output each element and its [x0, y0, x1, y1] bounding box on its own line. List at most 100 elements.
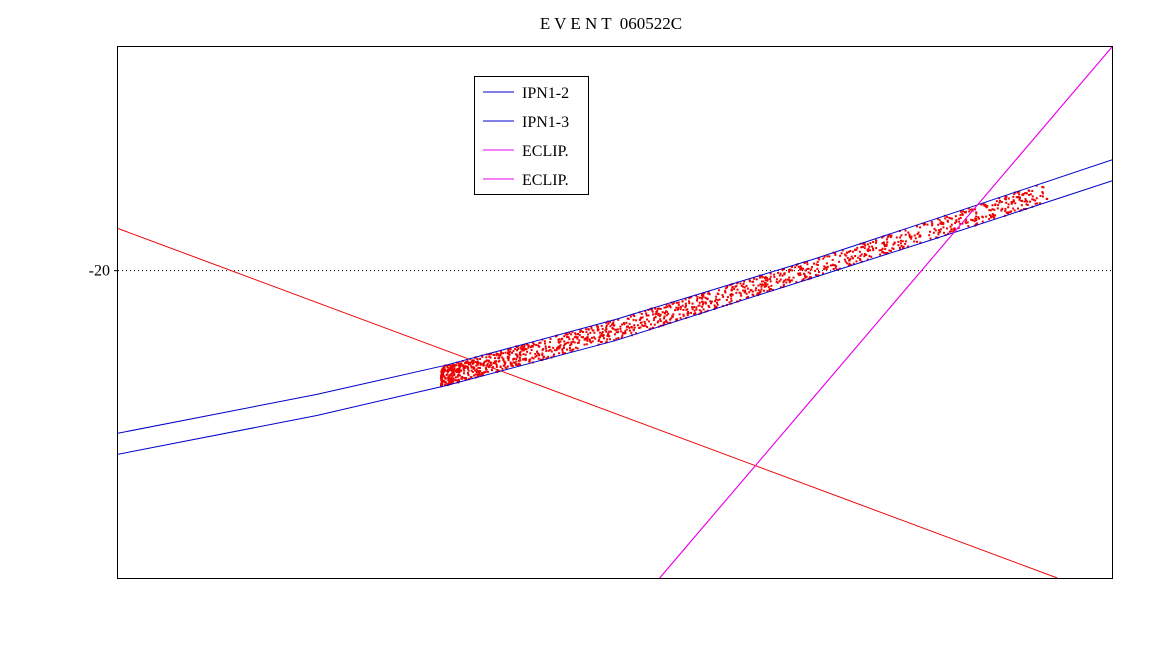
scatter-point — [500, 352, 503, 355]
scatter-point — [440, 369, 443, 372]
scatter-point — [961, 213, 964, 216]
scatter-point — [859, 259, 862, 262]
scatter-point — [492, 366, 495, 369]
scatter-point — [671, 302, 674, 305]
scatter-point — [508, 353, 511, 356]
scatter-point — [533, 343, 536, 346]
scatter-point — [665, 319, 668, 322]
scatter-point — [739, 298, 742, 301]
scatter-point — [744, 289, 747, 292]
scatter-point — [726, 286, 729, 289]
scatter-point — [937, 233, 940, 236]
scatter-point — [977, 216, 980, 219]
scatter-point — [815, 263, 818, 266]
scatter-point — [729, 293, 732, 296]
scatter-point — [440, 375, 443, 378]
scatter-point — [509, 362, 512, 365]
scatter-point — [543, 340, 546, 343]
scatter-point — [620, 330, 623, 333]
scatter-point — [1039, 202, 1042, 205]
scatter-point — [669, 306, 672, 309]
scatter-point — [783, 272, 786, 275]
scatter-point — [467, 367, 470, 370]
scatter-point — [760, 288, 763, 291]
scatter-point — [640, 312, 643, 315]
scatter-point — [557, 345, 560, 348]
scatter-point — [606, 334, 609, 337]
scatter-point — [450, 373, 453, 376]
scatter-point — [841, 249, 844, 252]
scatter-point — [486, 362, 489, 365]
scatter-point — [653, 323, 656, 326]
scatter-point — [476, 357, 479, 360]
scatter-point — [991, 212, 994, 215]
scatter-point — [456, 370, 459, 373]
scatter-point — [586, 339, 589, 342]
scatter-point — [499, 350, 502, 353]
scatter-point — [762, 280, 765, 283]
scatter-point — [978, 217, 981, 220]
scatter-point — [810, 266, 813, 269]
scatter-point — [550, 350, 553, 353]
scatter-point — [838, 267, 841, 270]
scatter-point — [682, 314, 685, 317]
scatter-point — [872, 249, 875, 252]
scatter-point — [465, 365, 468, 368]
scatter-point — [458, 366, 461, 369]
scatter-point — [512, 350, 515, 353]
scatter-point — [590, 341, 593, 344]
scatter-point — [509, 350, 512, 353]
scatter-point — [846, 262, 849, 265]
scatter-point — [769, 272, 772, 275]
scatter-point — [495, 363, 498, 366]
scatter-point — [655, 311, 658, 314]
scatter-point — [615, 331, 618, 334]
scatter-point — [1016, 191, 1019, 194]
scatter-point — [474, 373, 477, 376]
scatter-point — [482, 361, 485, 364]
scatter-point — [613, 333, 616, 336]
scatter-point — [572, 338, 575, 341]
scatter-point — [606, 333, 609, 336]
scatter-point — [867, 247, 870, 250]
scatter-point — [486, 370, 489, 373]
scatter-point — [1041, 192, 1044, 195]
scatter-point — [764, 283, 767, 286]
legend-label: ECLIP. — [522, 143, 569, 160]
scatter-point — [573, 341, 576, 344]
scatter-point — [481, 374, 484, 377]
scatter-point — [489, 363, 492, 366]
scatter-point — [492, 362, 495, 365]
scatter-point — [495, 360, 498, 363]
scatter-point — [849, 263, 852, 266]
scatter-point — [702, 308, 705, 311]
scatter-point — [866, 258, 869, 261]
scatter-point — [539, 341, 542, 344]
scatter-point — [570, 343, 573, 346]
scatter-point — [914, 237, 917, 240]
scatter-point — [713, 304, 716, 307]
scatter-point — [988, 209, 991, 212]
scatter-point — [974, 217, 977, 220]
scatter-point — [613, 339, 616, 342]
scatter-point — [544, 345, 547, 348]
scatter-point — [860, 253, 863, 256]
scatter-point — [545, 349, 548, 352]
scatter-point — [441, 372, 444, 375]
scatter-point — [685, 304, 688, 307]
scatter-point — [644, 322, 647, 325]
scatter-point — [957, 226, 960, 229]
scatter-point — [688, 297, 691, 300]
scatter-point — [501, 367, 504, 370]
scatter-point — [973, 220, 976, 223]
scatter-point — [985, 206, 988, 209]
scatter-point — [700, 294, 703, 297]
scatter-point — [465, 378, 468, 381]
scatter-point — [752, 284, 755, 287]
scatter-point — [460, 364, 463, 367]
scatter-point — [881, 242, 884, 245]
scatter-point — [766, 279, 769, 282]
scatter-point — [916, 225, 919, 228]
scatter-point — [799, 273, 802, 276]
scatter-point — [812, 262, 815, 265]
